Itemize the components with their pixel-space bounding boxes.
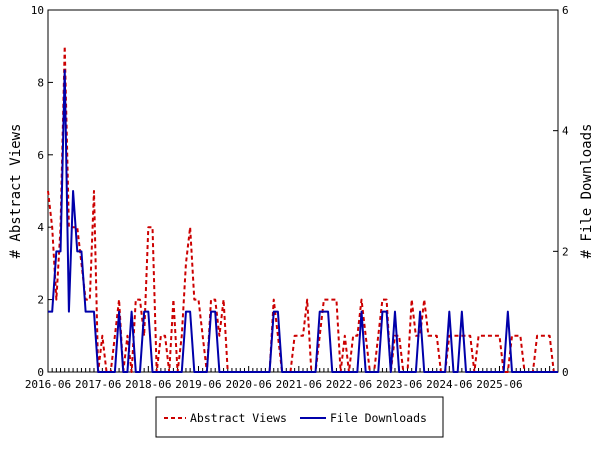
series-group [47,45,558,373]
y-left-tick-label: 4 [37,221,44,234]
legend-box [155,396,444,438]
x-tick-label: 2023-06 [376,378,422,391]
x-tick-label: 2019-06 [175,378,221,391]
legend: Abstract Views File Downloads [155,396,444,438]
y-left-axis: 0 2 4 6 8 10 [31,4,53,379]
y-right-tick-label: 4 [562,125,569,138]
y-right-tick-label: 0 [562,366,569,379]
x-tick-label: 2018-06 [125,378,171,391]
y-right-axis-title: # File Downloads [579,124,595,259]
y-left-tick-label: 10 [31,4,44,17]
y-right-tick-label: 2 [562,245,569,258]
y-right-tick-label: 6 [562,4,569,17]
y-left-tick-label: 6 [37,149,44,162]
x-tick-label: 2021-06 [276,378,322,391]
x-tick-label: 2025-06 [476,378,522,391]
legend-label-abstract-views: Abstract Views [190,411,287,425]
series-line-file-downloads [48,69,558,373]
x-axis-labels: 2016-06 2017-06 2018-06 2019-06 2020-06 2021-… [25,378,523,391]
x-tick-label: 2024-06 [426,378,472,391]
y-left-tick-label: 0 [37,366,44,379]
plot-area [47,9,559,373]
x-tick-label: 2017-06 [75,378,121,391]
x-tick-label: 2022-06 [326,378,372,391]
y-left-tick-label: 2 [37,294,44,307]
x-tick-label: 2020-06 [225,378,271,391]
y-left-axis-title: # Abstract Views [8,124,24,259]
y-left-tick-label: 8 [37,76,44,89]
legend-label-file-downloads: File Downloads [330,411,427,425]
series-line-abstract-views [47,45,558,373]
x-tick-label: 2016-06 [25,378,71,391]
